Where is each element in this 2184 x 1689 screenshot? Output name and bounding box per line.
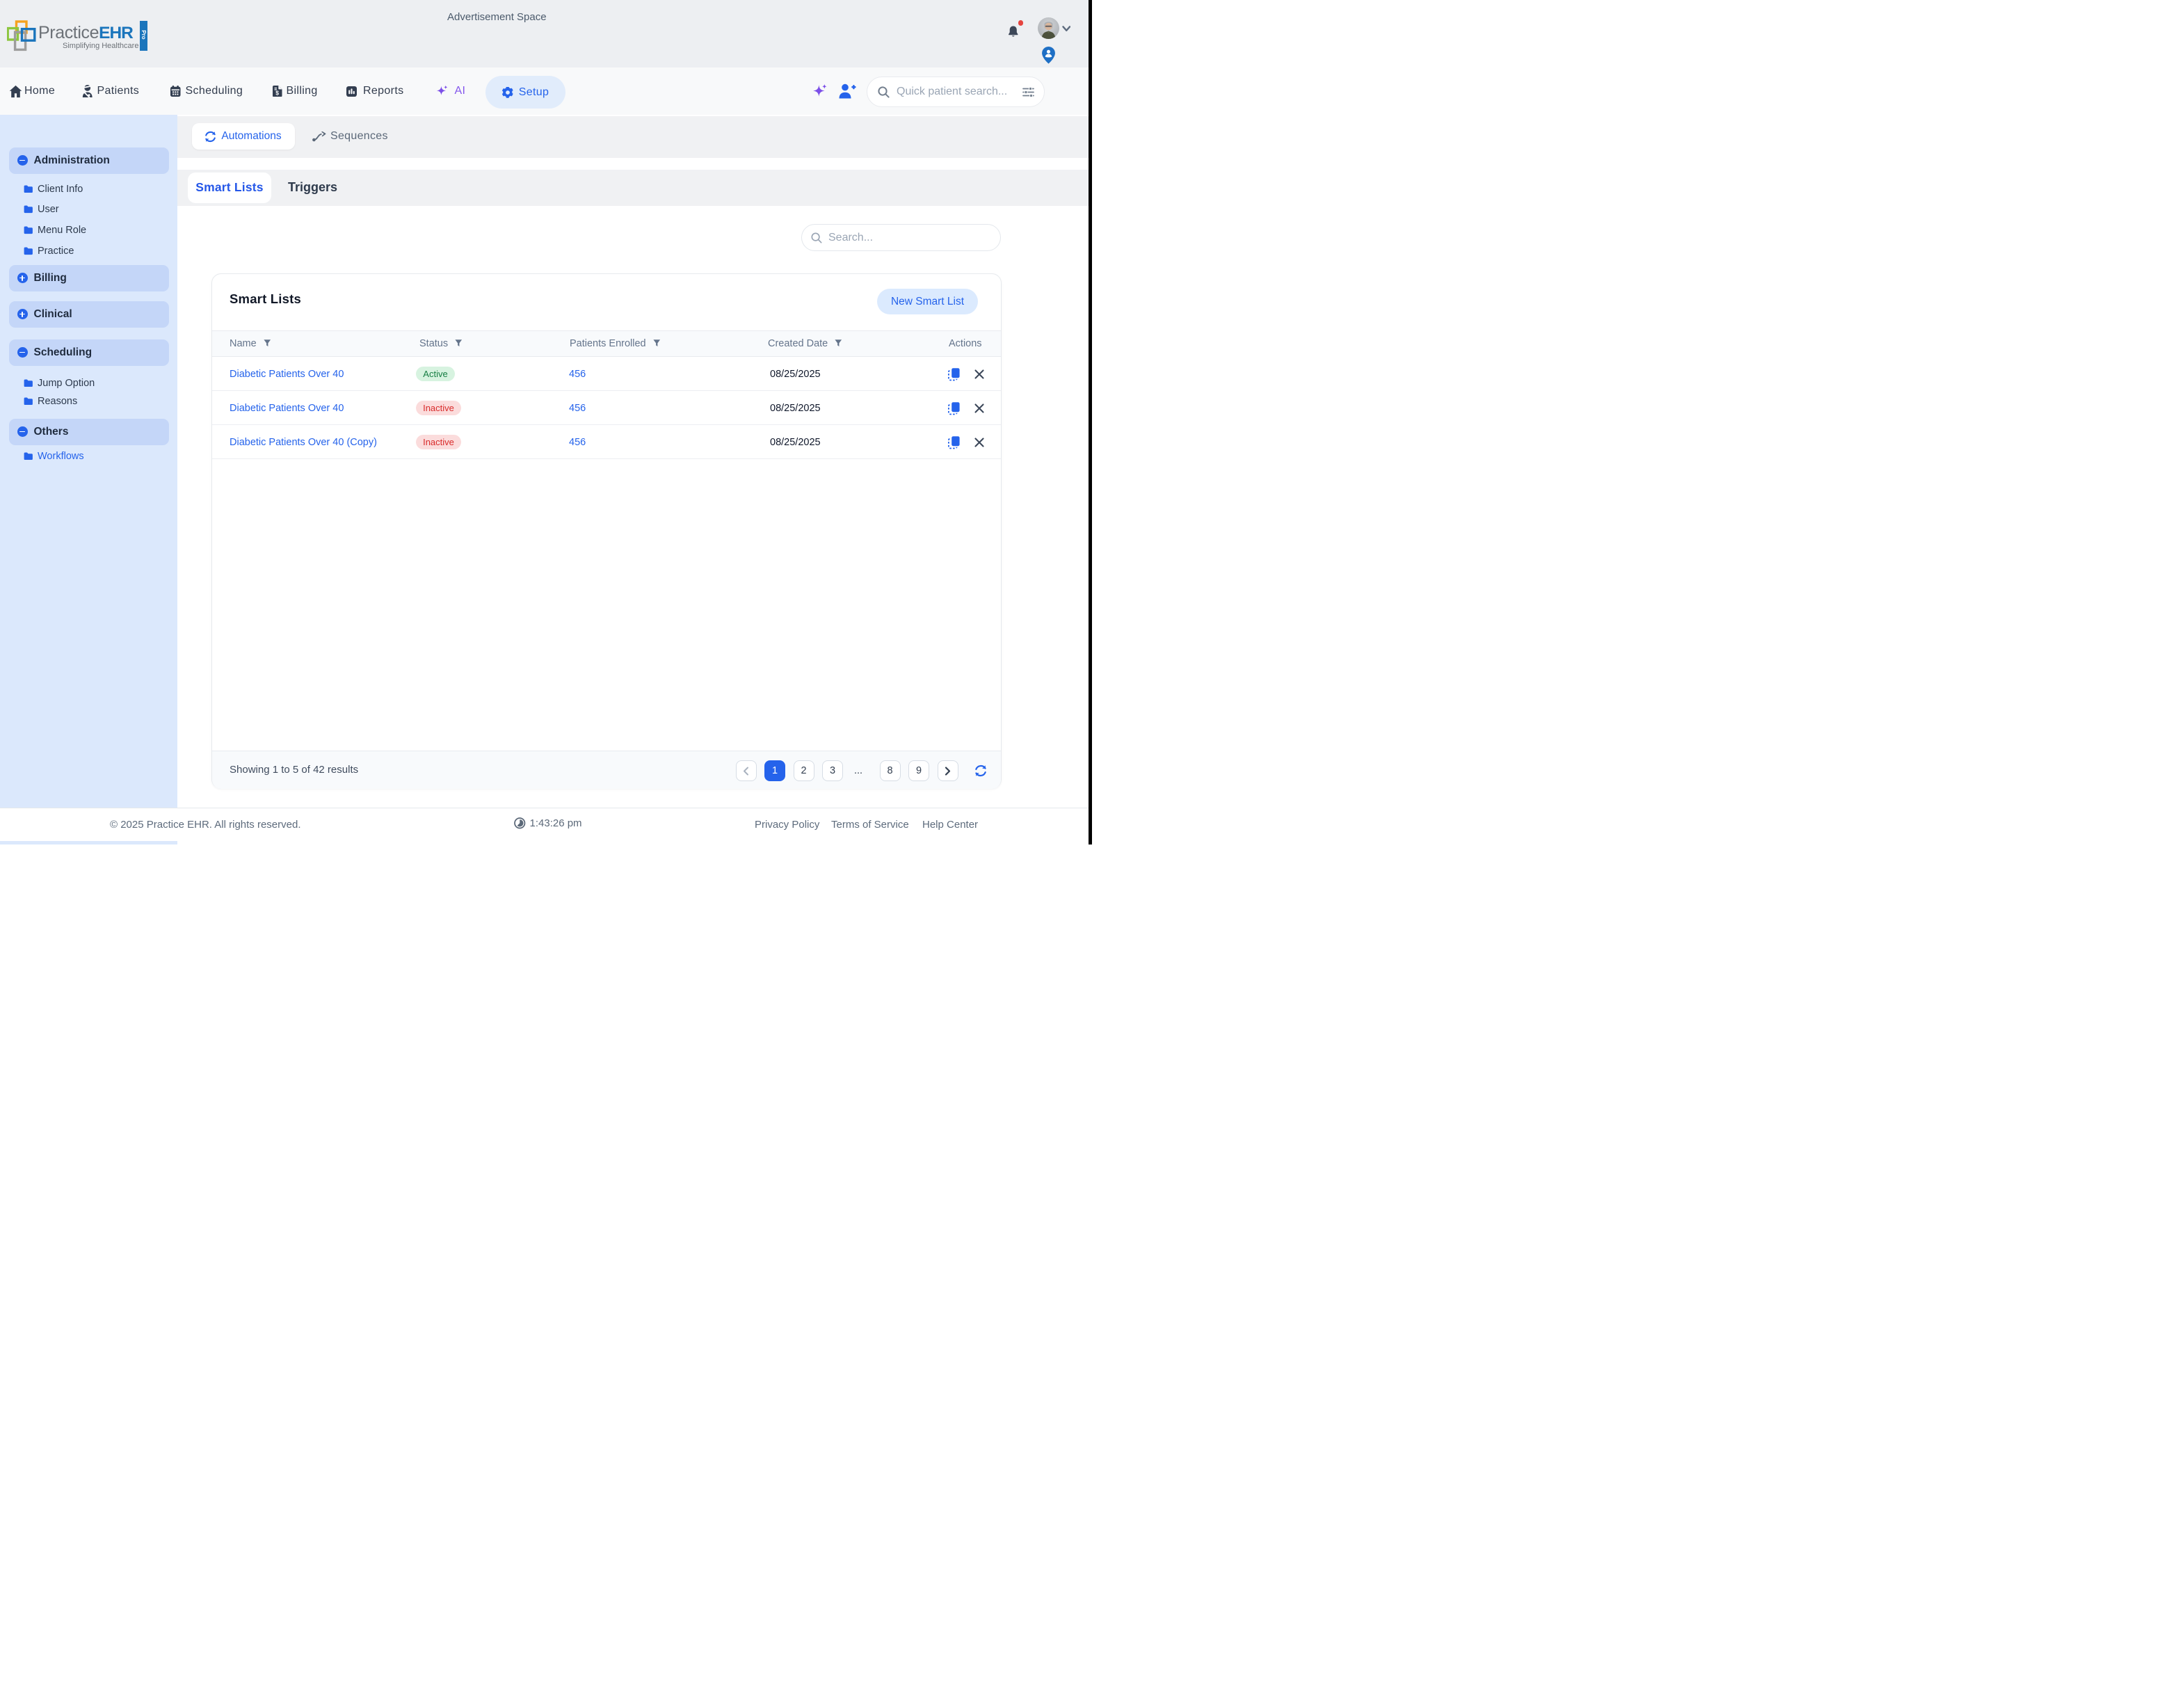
svg-text:$: $ [275,89,279,96]
